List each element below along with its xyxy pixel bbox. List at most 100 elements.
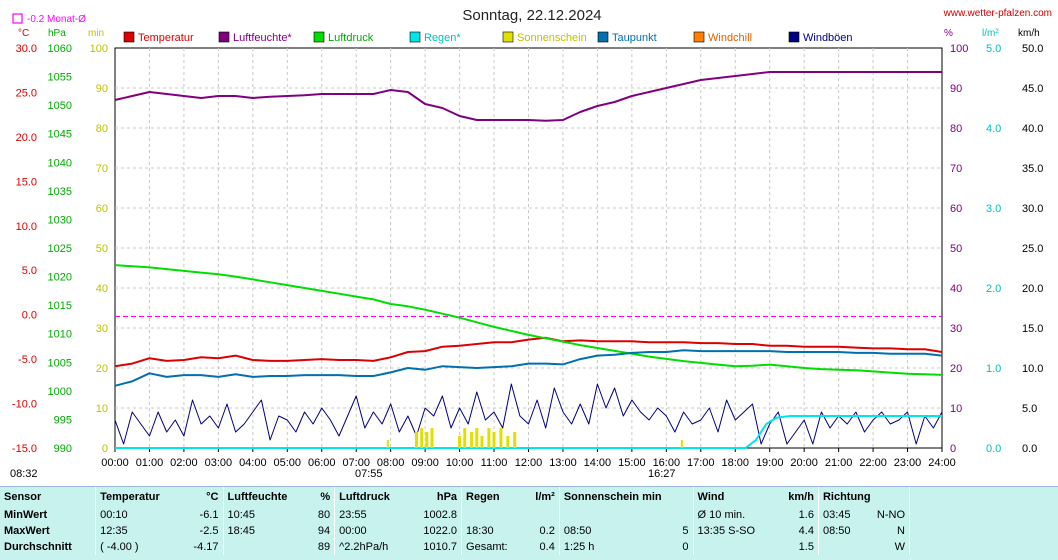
- stats-cell-value: 1010.7: [423, 541, 458, 553]
- sunshine-bar: [492, 432, 496, 448]
- y-tick-label-pressure: 1035: [48, 186, 72, 198]
- sunshine-bar: [470, 432, 474, 448]
- axis-unit-minutes: min: [88, 28, 104, 39]
- y-tick-label-wind: 15.0: [1022, 323, 1043, 335]
- y-tick-label-wind: 50.0: [1022, 43, 1043, 55]
- legend-label: Luftfeuchte*: [233, 32, 292, 44]
- stats-cell-time: 00:10: [95, 507, 181, 523]
- sunshine-bar: [475, 428, 479, 448]
- y-tick-label-wind: 30.0: [1022, 203, 1043, 215]
- stats-header-wind: Wind: [692, 487, 776, 507]
- x-tick-label: 21:00: [825, 457, 853, 469]
- y-tick-label-pressure: 1020: [48, 272, 72, 284]
- y-tick-label-rain: 1.0: [986, 363, 1001, 375]
- stats-cell-value: 1.5: [798, 541, 814, 553]
- stats-row: Durchschnitt ( -4.00 ) -4.17 89 ^2.2hPa/h 101…: [0, 539, 1058, 555]
- x-tick-label: 05:00: [274, 457, 302, 469]
- legend-label: Taupunkt: [612, 32, 657, 44]
- y-tick-label-temp: 20.0: [16, 132, 37, 144]
- legend-swatch: [502, 31, 514, 43]
- stats-cell-value: 89: [317, 541, 331, 553]
- y-tick-label-percent: 20: [950, 363, 962, 375]
- y-tick-label-wind: 40.0: [1022, 123, 1043, 135]
- x-tick-label: 06:00: [308, 457, 336, 469]
- legend-label: Sonnenschein: [517, 32, 587, 44]
- y-tick-label-pressure: 1025: [48, 243, 72, 255]
- y-tick-label-minutes: 80: [96, 123, 108, 135]
- site-link[interactable]: www.wetter-pfalzen.com: [943, 8, 1052, 19]
- y-tick-label-percent: 90: [950, 83, 962, 95]
- y-tick-label-pressure: 1060: [48, 43, 72, 55]
- y-tick-label-wind: 20.0: [1022, 283, 1043, 295]
- chart-grid: [114, 47, 943, 449]
- stats-cell-value: 0.2: [539, 525, 555, 537]
- stats-cell-value: -2.5: [199, 525, 219, 537]
- stats-header-pressure-unit: hPa: [436, 491, 458, 503]
- stats-header-rain-unit: l/m²: [535, 491, 555, 503]
- y-tick-label-pressure: 1010: [48, 329, 72, 341]
- time-marker-left: 08:32: [10, 468, 38, 480]
- y-tick-label-temp: -5.0: [18, 354, 37, 366]
- y-tick-label-temp: -10.0: [12, 399, 37, 411]
- stats-cell-value: 94: [317, 525, 331, 537]
- x-tick-label: 18:00: [721, 457, 749, 469]
- stats-cell-time: 18:30: [461, 523, 525, 539]
- stats-cell-time: 10:45: [222, 507, 309, 523]
- stats-header-rain: Regen: [461, 487, 525, 507]
- stats-cell-time: 03:45: [817, 507, 864, 523]
- y-tick-label-temp: 15.0: [16, 176, 37, 188]
- sunshine-bar: [463, 428, 467, 448]
- y-tick-label-wind: 10.0: [1022, 363, 1043, 375]
- y-tick-label-wind: 0.0: [1022, 443, 1037, 455]
- y-tick-label-minutes: 0: [102, 443, 108, 455]
- y-tick-label-wind: 45.0: [1022, 83, 1043, 95]
- stats-cell-time: Ø 10 min.: [692, 507, 776, 523]
- chart-axes: 00:00 01:00 02:00 03:00 04:00 05:00 06:00 07:00…: [12, 43, 1044, 469]
- chart-series: [114, 71, 943, 449]
- legend-label: Windchill: [708, 32, 752, 44]
- x-tick-label: 03:00: [205, 457, 233, 469]
- y-tick-label-temp: 30.0: [16, 43, 37, 55]
- stats-cell-time: [558, 507, 657, 523]
- y-tick-label-percent: 0: [950, 443, 956, 455]
- x-tick-label: 20:00: [790, 457, 818, 469]
- axis-unit-pressure: hPa: [48, 28, 66, 39]
- y-tick-label-pressure: 1030: [48, 214, 72, 226]
- y-tick-label-rain: 5.0: [986, 43, 1001, 55]
- series-line-regen: [115, 415, 942, 449]
- x-tick-label: 09:00: [411, 457, 439, 469]
- series-line-luftfeuchte: [114, 71, 942, 122]
- series-line-luftdruck: [114, 264, 943, 376]
- axis-unit-rain: l/m²: [982, 28, 999, 39]
- y-tick-label-minutes: 40: [96, 283, 108, 295]
- y-tick-label-percent: 60: [950, 203, 962, 215]
- y-tick-label-temp: 25.0: [16, 87, 37, 99]
- x-tick-label: 12:00: [515, 457, 543, 469]
- y-tick-label-percent: 30: [950, 323, 962, 335]
- y-tick-label-percent: 80: [950, 123, 962, 135]
- stats-cell-time: ( -4.00 ): [95, 539, 181, 555]
- y-tick-label-minutes: 90: [96, 83, 108, 95]
- y-tick-label-temp: 5.0: [22, 265, 37, 277]
- y-tick-label-rain: 3.0: [986, 203, 1001, 215]
- y-tick-label-pressure: 1005: [48, 357, 72, 369]
- stats-header-row: Sensor Temperatur °C Luftfeuchte % Luftd…: [0, 487, 1058, 507]
- y-tick-label-pressure: 1015: [48, 300, 72, 312]
- month-avg-label: -0.2 Monat-Ø: [27, 14, 86, 25]
- x-tick-label: 15:00: [618, 457, 646, 469]
- y-tick-label-minutes: 70: [96, 163, 108, 175]
- stats-row: MaxWert 12:35 -2.5 18:45 94 00:00 1022.0 18:30 0…: [0, 523, 1058, 539]
- stats-cell-time: [461, 507, 525, 523]
- legend-swatch: [788, 31, 800, 43]
- y-tick-label-percent: 100: [950, 43, 968, 55]
- y-tick-label-percent: 40: [950, 283, 962, 295]
- stats-cell-time: ^2.2hPa/h: [334, 539, 409, 555]
- stats-cell-time: 23:55: [334, 507, 409, 523]
- stats-header-temp: Temperatur: [95, 487, 181, 507]
- legend-swatch: [123, 31, 135, 43]
- sunshine-bar: [513, 432, 517, 448]
- stats-cell-value: N: [897, 525, 905, 537]
- month-avg-icon: [12, 13, 23, 24]
- x-tick-label: 02:00: [170, 457, 198, 469]
- x-tick-label: 04:00: [239, 457, 267, 469]
